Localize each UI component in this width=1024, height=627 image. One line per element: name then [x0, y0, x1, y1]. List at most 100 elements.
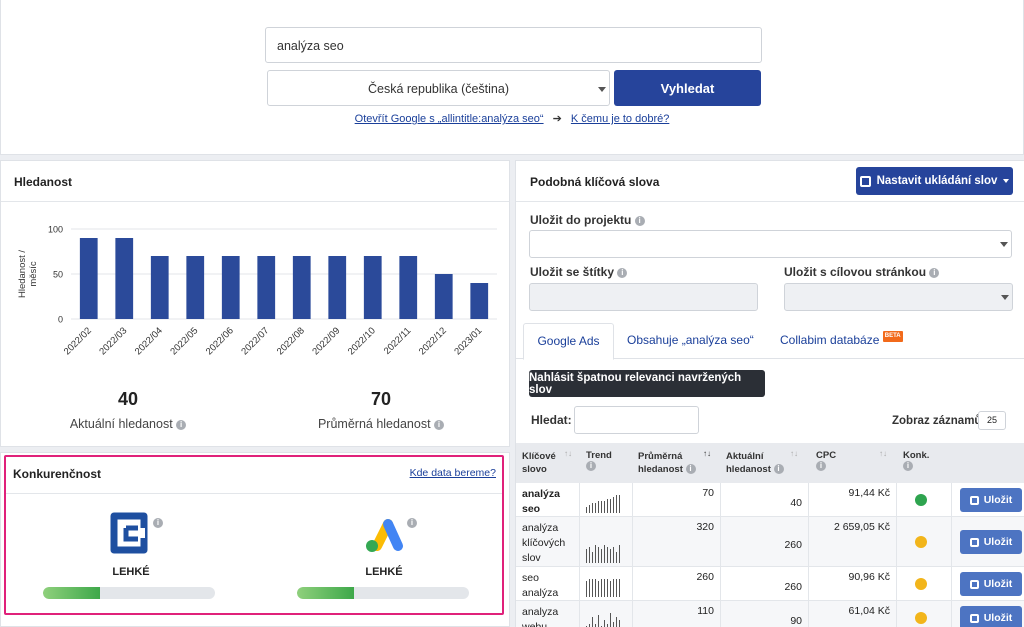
keyword-cell: analýza klíčových slov: [516, 517, 580, 567]
trend-bar: [592, 552, 593, 563]
trend-bar: [607, 547, 608, 563]
keyword-cell: analyza webu: [516, 601, 580, 627]
trend-bar: [598, 615, 599, 627]
google-level: LEHKÉ: [365, 566, 403, 578]
trend-cell: [580, 567, 633, 601]
trend-bar: [607, 624, 608, 627]
info-icon[interactable]: i: [617, 267, 628, 278]
info-icon[interactable]: i: [929, 267, 940, 278]
info-icon[interactable]: i: [407, 518, 417, 528]
search-submit-button[interactable]: Vyhledat: [614, 70, 761, 106]
info-icon[interactable]: i: [434, 419, 445, 430]
info-icon[interactable]: i: [153, 518, 163, 528]
competition-dot: [915, 494, 927, 506]
data-source-link[interactable]: Kde data bereme?: [409, 467, 496, 479]
competition-highlight: Konkurenčnost Kde data bereme? i LEHKÉ i…: [4, 455, 504, 615]
project-select[interactable]: [529, 230, 1012, 258]
bar: [79, 238, 98, 319]
keyword-text: seo analýza: [522, 572, 559, 599]
tags-input[interactable]: [529, 283, 758, 311]
trend-bar: [601, 501, 602, 513]
col-competition[interactable]: Konk. i: [903, 450, 930, 472]
search-panel: analýza seo Česká republika (čeština) Vy…: [0, 0, 1024, 155]
col-cpc[interactable]: CPC i: [816, 450, 837, 472]
competition-title: Konkurenčnost: [13, 467, 102, 481]
google-level-bar: [297, 587, 469, 599]
x-tick-label: 2022/03: [97, 325, 129, 357]
sort-desc-icon[interactable]: ↑↓: [703, 449, 711, 458]
info-icon[interactable]: i: [685, 464, 696, 475]
save-keyword-button[interactable]: Uložit: [960, 572, 1022, 596]
trend-bar: [592, 579, 593, 597]
current-volume-value: 260: [784, 581, 802, 593]
info-icon[interactable]: i: [816, 461, 826, 472]
trend-bar: [589, 505, 590, 513]
table-row: seo analýza 260 260 90,96 Kč Uložit: [516, 567, 1024, 601]
trend-bar: [604, 579, 605, 597]
info-icon[interactable]: i: [634, 215, 645, 226]
keywords-table: Klíčové slovo ↑↓ Trend i Průměrná hledano…: [516, 443, 1024, 627]
target-page-select[interactable]: [784, 283, 1013, 311]
competition-dot: [915, 536, 927, 548]
col-keyword[interactable]: Klíčové slovo: [522, 451, 556, 475]
trend-bar: [589, 624, 590, 627]
info-icon[interactable]: i: [903, 461, 913, 472]
why-link[interactable]: K čemu je to dobré?: [570, 113, 670, 125]
save-keyword-label: Uložit: [983, 536, 1013, 548]
trend-bar: [598, 581, 599, 597]
sort-icon[interactable]: ↑↓: [564, 449, 572, 458]
cpc-value: 2 659,05 Kč: [833, 521, 890, 533]
info-icon[interactable]: i: [586, 461, 596, 472]
trend-bar: [604, 545, 605, 563]
col-avg-volume[interactable]: Průměrná hledanost i: [638, 450, 708, 476]
y-axis-label: měsíc: [28, 261, 39, 287]
table-search-input[interactable]: [574, 406, 699, 434]
trend-bar: [616, 579, 617, 597]
trend-cell: [580, 601, 633, 627]
trend-bar: [607, 499, 608, 513]
competition-cell: [897, 567, 952, 601]
allintitle-link[interactable]: Otevřít Google s „allintitle:analýza seo…: [354, 113, 544, 125]
x-tick-label: 2022/09: [310, 325, 342, 357]
tab-collabim-db[interactable]: Collabim databáze BETA: [780, 331, 903, 347]
tab-contains[interactable]: Obsahuje „analýza seo“: [627, 333, 754, 347]
save-keyword-button[interactable]: Uložit: [960, 530, 1022, 554]
current-volume-value: 40: [117, 389, 139, 409]
report-relevance-button[interactable]: Nahlásit špatnou relevanci navržených sl…: [529, 370, 765, 397]
info-icon[interactable]: i: [773, 464, 784, 475]
current-volume-value: 90: [790, 615, 802, 627]
save-keyword-label: Uložit: [983, 494, 1013, 506]
save-keyword-button[interactable]: Uložit: [960, 488, 1022, 512]
chevron-down-icon: [598, 87, 606, 92]
y-tick-label: 100: [48, 225, 63, 235]
save-settings-button[interactable]: Nastavit ukládání slov: [856, 167, 1013, 195]
save-keyword-button[interactable]: Uložit: [960, 606, 1022, 627]
trend-bar: [592, 503, 593, 513]
col-current-volume[interactable]: Aktuální hledanost i: [726, 450, 796, 476]
trend-bar: [601, 579, 602, 597]
sort-icon[interactable]: ↑↓: [790, 449, 798, 458]
trend-bar: [610, 613, 611, 627]
collabim-icon: [969, 579, 979, 589]
trend-bar: [586, 507, 587, 513]
page-size-select[interactable]: 25: [978, 411, 1006, 430]
trend-bar: [601, 549, 602, 563]
search-submit-label: Vyhledat: [660, 80, 715, 96]
trend-bar: [616, 617, 617, 627]
keyword-text: analýza klíčových slov: [522, 522, 566, 564]
trend-bar: [598, 547, 599, 563]
country-select[interactable]: Česká republika (čeština): [267, 70, 610, 106]
save-settings-label: Nastavit ukládání slov: [876, 175, 998, 187]
sort-icon[interactable]: ↑↓: [879, 449, 887, 458]
x-tick-label: 2022/02: [62, 325, 94, 357]
trend-bar: [619, 579, 620, 597]
keyword-input[interactable]: analýza seo: [265, 27, 762, 63]
similar-title: Podobná klíčová slova: [530, 175, 660, 189]
bar: [186, 256, 205, 319]
info-icon[interactable]: i: [176, 419, 187, 430]
trend-bar: [613, 547, 614, 563]
tab-google-ads[interactable]: Google Ads: [523, 323, 614, 360]
collabim-icon: [969, 613, 979, 623]
avg-volume-value: 110: [697, 605, 714, 617]
bar: [470, 283, 489, 319]
